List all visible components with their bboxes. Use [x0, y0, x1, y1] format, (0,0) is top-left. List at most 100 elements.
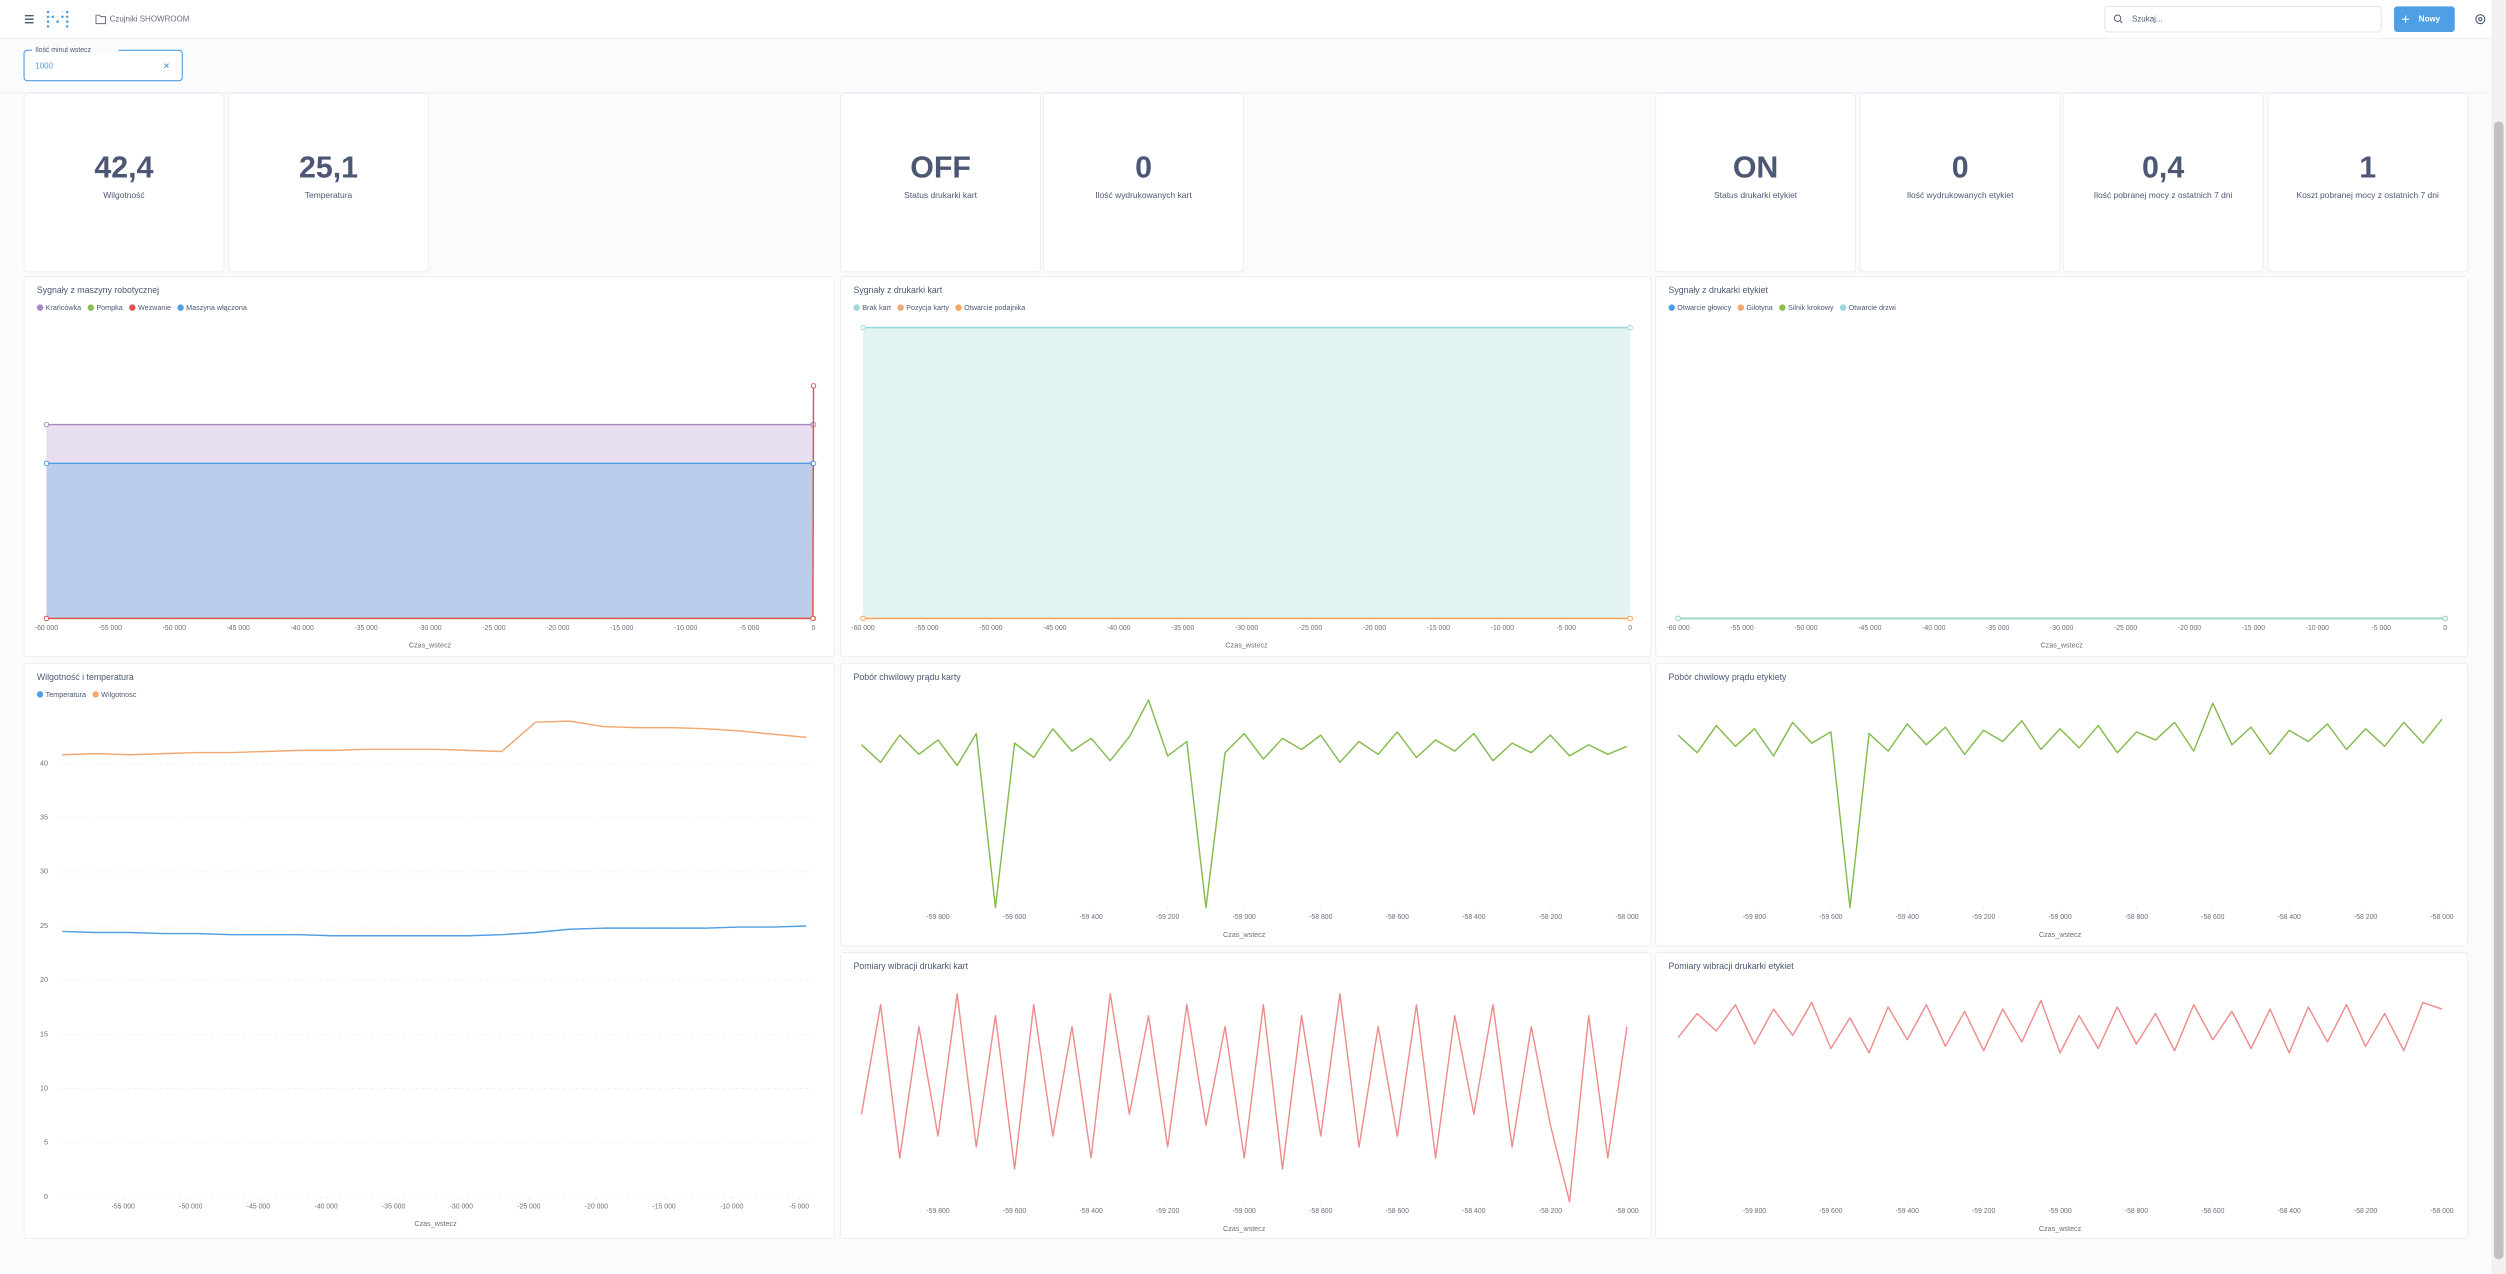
x-tick-label: -60 000	[1666, 625, 1689, 632]
scalar-value: 42,4	[94, 151, 153, 184]
legend-label: Wilgotnosc	[101, 690, 137, 699]
x-tick-label: -58 200	[1539, 914, 1562, 921]
legend-label: Silnik krokowy	[1788, 303, 1834, 312]
legend-dot	[36, 691, 44, 698]
scalar-card	[2267, 93, 2469, 273]
scalar-card	[2062, 93, 2264, 273]
x-tick-label: -58 400	[1462, 1208, 1485, 1215]
x-tick-label: -30 000	[418, 625, 441, 632]
chart-card-bg	[23, 275, 835, 658]
legend-label: Maszyna włączona	[186, 303, 247, 312]
content: 42,4 Wilgotność 25,1 Temperatura OFF Status d…	[23, 93, 2469, 1240]
y-tick-label: 25	[40, 921, 48, 930]
settings-button[interactable]	[2475, 14, 2486, 25]
filter-clear[interactable]	[164, 63, 169, 69]
x-tick-label: -59 600	[1003, 1208, 1026, 1215]
logo[interactable]	[46, 10, 69, 28]
x-axis-label: Czas_wstecz	[2039, 930, 2082, 939]
legend-dot	[853, 304, 860, 311]
x-tick-label: -40 000	[314, 1203, 337, 1210]
menu-button[interactable]	[24, 14, 34, 24]
legend-label: Otwarcie podajnika	[964, 303, 1025, 312]
scalar-card	[1859, 93, 2061, 273]
x-tick-label: -40 000	[1107, 625, 1130, 632]
x-tick-label: -58 600	[2201, 1208, 2224, 1215]
x-tick-label: 0	[812, 625, 816, 632]
chart-title: Sygnały z maszyny robotycznej	[37, 285, 159, 295]
scalar-label: Koszt pobranej mocy z ostatnich 7 dni	[2296, 190, 2438, 200]
x-tick-label: -59 000	[2048, 1208, 2071, 1215]
y-tick-label: 20	[40, 975, 48, 984]
data-point	[43, 615, 50, 622]
x-tick-label: -40 000	[291, 625, 314, 632]
chart-card: Pomiary wibracji drukarki etykiet -59 800…	[1655, 951, 2469, 1240]
header-bar	[0, 0, 2506, 39]
x-tick-label: -58 200	[2354, 914, 2377, 921]
x-tick-label: -58 000	[1615, 1208, 1638, 1215]
scalar-value: ON	[1733, 151, 1779, 184]
x-tick-label: -59 800	[1743, 914, 1766, 921]
x-tick-label: -20 000	[2178, 625, 2201, 632]
x-tick-label: -35 000	[354, 625, 377, 632]
y-tick-label: 40	[40, 758, 48, 767]
x-tick-label: -58 800	[2125, 914, 2148, 921]
plus-icon	[2402, 15, 2410, 23]
chart-card: Pobór chwilowy prądu karty -59 800 -59 600…	[840, 662, 1652, 947]
scalar-value: 0	[1135, 151, 1152, 184]
chart-card-bg	[840, 951, 1652, 1240]
x-tick-label: -59 600	[1819, 914, 1842, 921]
chart-title: Pobór chwilowy prądu etykiety	[1669, 672, 1788, 682]
filter-label: Ilość minut wstecz	[35, 47, 91, 54]
x-tick-label: -59 400	[1896, 1208, 1919, 1215]
legend-dot	[1839, 304, 1847, 311]
chart-card-bg	[23, 662, 835, 1240]
scrollbar-thumb[interactable]	[2493, 121, 2504, 1260]
scalar-card	[23, 93, 225, 273]
y-tick-label: 30	[40, 867, 48, 876]
x-axis-label: Czas_wstecz	[2040, 641, 2083, 650]
x-tick-label: -58 600	[1386, 914, 1409, 921]
x-tick-label: -59 400	[1896, 914, 1919, 921]
search-box[interactable]	[2104, 5, 2382, 33]
x-tick-label: -59 400	[1079, 1208, 1102, 1215]
search-icon-handle	[2119, 20, 2123, 24]
legend-dot	[177, 304, 184, 311]
x-tick-label: -60 000	[35, 625, 58, 632]
scalar-card	[228, 93, 429, 273]
x-tick-label: -55 000	[99, 625, 122, 632]
data-point	[43, 460, 50, 467]
y-tick-label: 5	[44, 1138, 48, 1147]
legend-label: Krańcówka	[46, 303, 82, 312]
scalar-label: Wilgotność	[103, 190, 144, 200]
x-tick-label: -15 000	[2242, 625, 2265, 632]
scalar-card	[1043, 93, 1244, 273]
y-tick-label: 35	[40, 813, 48, 822]
x-tick-label: -58 600	[1386, 1208, 1409, 1215]
chart-card-bg	[840, 275, 1652, 658]
x-tick-label: -45 000	[1858, 625, 1881, 632]
x-tick-label: -25 000	[517, 1203, 540, 1210]
line	[860, 699, 1628, 909]
scalar-value: 0	[1952, 151, 1969, 184]
scalar-label: Ilość pobranej mocy z ostatnich 7 dni	[2094, 190, 2233, 200]
breadcrumb[interactable]: Czujniki SHOWROOM	[110, 14, 190, 23]
x-tick-label: -10 000	[1491, 625, 1514, 632]
x-tick-label: -5 000	[740, 625, 760, 632]
chart-title: Pobór chwilowy prądu karty	[853, 672, 961, 682]
area-fill	[46, 424, 814, 619]
legend-label: Pozycja karty	[906, 303, 949, 312]
legend-label: Pompka	[96, 303, 122, 312]
legend-dot	[92, 691, 99, 698]
data-point	[1627, 615, 1633, 622]
x-tick-label: -59 200	[1972, 1208, 1995, 1215]
x-tick-label: -50 000	[1794, 625, 1817, 632]
y-tick-label: 15	[40, 1029, 48, 1038]
x-tick-label: -59 200	[1156, 914, 1179, 921]
chart-card-bg	[1655, 662, 2469, 947]
legend-label: Brak kart	[862, 303, 891, 312]
x-tick-label: -5 000	[790, 1203, 810, 1210]
legend-label: Otwarcie drzwi	[1849, 303, 1897, 312]
x-tick-label: -25 000	[2114, 625, 2137, 632]
new-button[interactable]	[2394, 6, 2455, 32]
